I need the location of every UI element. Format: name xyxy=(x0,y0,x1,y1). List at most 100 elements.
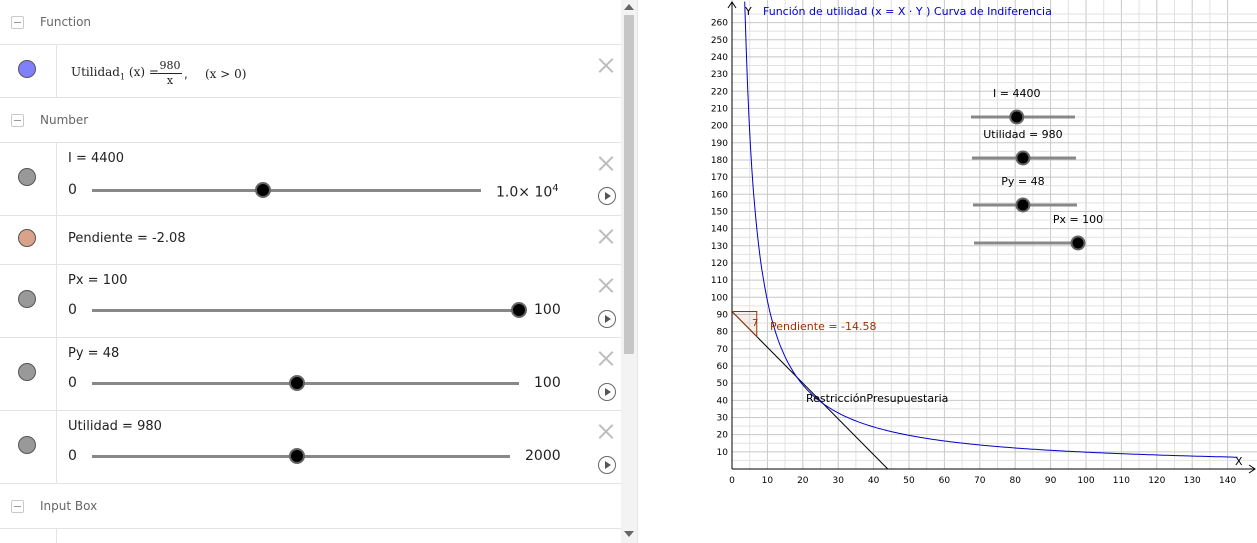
y-axis-arrow-icon xyxy=(727,1,737,9)
function-comma: , xyxy=(184,67,188,81)
slider-track[interactable] xyxy=(92,189,481,192)
row-margin xyxy=(56,529,57,543)
slider-label[interactable]: Px = 100 xyxy=(68,273,128,288)
delete-icon[interactable] xyxy=(596,421,616,441)
slope-label[interactable]: Pendiente = -14.58 xyxy=(770,320,877,333)
play-icon[interactable] xyxy=(598,456,616,474)
slider-knob[interactable] xyxy=(288,448,305,464)
y-tick-label: 90 xyxy=(717,310,729,320)
y-tick-label: 180 xyxy=(711,156,728,166)
graphics-slider-label[interactable]: Py = 48 xyxy=(1001,175,1044,188)
tick-labels: 0 10 20 30 40 50 60 70 80 90 100 110 120 130 140 10 20 30… xyxy=(711,19,1237,486)
slider-row-px[interactable]: Px = 100 0 100 xyxy=(0,265,621,338)
y-tick-label: 130 xyxy=(711,242,728,252)
axes xyxy=(727,1,1256,474)
view-divider[interactable] xyxy=(637,0,644,543)
x-tick-label: 80 xyxy=(1009,476,1021,486)
visibility-toggle-icon[interactable] xyxy=(18,363,36,381)
y-tick-label: 160 xyxy=(711,190,728,200)
delete-icon[interactable] xyxy=(596,55,616,75)
x-tick-label: 140 xyxy=(1219,476,1236,486)
function-label[interactable]: Función de utilidad (x = X · Y ) Curva d… xyxy=(763,5,1052,18)
scrollbar-thumb[interactable] xyxy=(624,15,634,354)
graphics-slider-knob[interactable] xyxy=(1070,235,1086,251)
scroll-up-icon[interactable] xyxy=(624,4,634,10)
slider-track[interactable] xyxy=(92,309,519,312)
graphics-view[interactable]: 0 10 20 30 40 50 60 70 80 90 100 110 120 130 140 10 20 30… xyxy=(643,0,1257,543)
x-tick-label: 50 xyxy=(903,476,915,486)
visibility-toggle-icon[interactable] xyxy=(18,290,36,308)
x-axis-arrow-icon xyxy=(1248,464,1256,474)
visibility-toggle-icon[interactable] xyxy=(18,229,36,247)
delete-icon[interactable] xyxy=(596,153,616,173)
function-arg: (x) = xyxy=(128,65,159,79)
y-tick-label: 260 xyxy=(711,19,728,29)
grid xyxy=(731,0,1257,469)
delete-icon[interactable] xyxy=(596,226,616,246)
x-tick-label: 130 xyxy=(1184,476,1201,486)
y-tick-label: 250 xyxy=(711,36,728,46)
budget-line[interactable] xyxy=(731,311,889,470)
graphics-slider-label[interactable]: I = 4400 xyxy=(993,87,1040,100)
visibility-toggle-icon[interactable] xyxy=(18,436,36,454)
algebra-scrollbar[interactable] xyxy=(621,0,637,543)
slider-knob[interactable] xyxy=(288,375,305,391)
slider-max: 2000 xyxy=(525,448,561,464)
x-axis-label: X xyxy=(1235,455,1243,468)
pendiente-row[interactable]: Pendiente = -2.08 xyxy=(0,216,621,265)
function-definition[interactable]: Utilidad1 (x) = xyxy=(71,65,159,81)
y-tick-label: 190 xyxy=(711,139,728,149)
collapse-toggle-icon[interactable] xyxy=(11,16,24,29)
slope-triangle-label: 7 xyxy=(752,318,758,329)
graphics-slider-knob[interactable] xyxy=(1015,197,1031,213)
slider-track[interactable] xyxy=(92,382,519,385)
slider-max-base: 1.0× 10 xyxy=(496,184,553,201)
slider-label[interactable]: Py = 48 xyxy=(68,346,120,361)
play-icon[interactable] xyxy=(598,383,616,401)
delete-icon[interactable] xyxy=(596,348,616,368)
slider-row-utilidad[interactable]: Utilidad = 980 0 2000 xyxy=(0,411,621,484)
graphics-slider-label[interactable]: Px = 100 xyxy=(1053,213,1103,226)
graphics-slider-knob[interactable] xyxy=(1009,109,1025,125)
row-margin xyxy=(0,143,57,215)
number-group-title: Number xyxy=(40,113,89,127)
number-group-header[interactable]: Number xyxy=(0,98,621,143)
function-row-utilidad[interactable]: Utilidad1 (x) = 980 x , (x > 0) xyxy=(0,45,621,98)
pendiente-value[interactable]: Pendiente = -2.08 xyxy=(68,231,186,246)
visibility-toggle-icon[interactable] xyxy=(18,60,36,78)
scroll-down-icon[interactable] xyxy=(624,531,634,537)
row-margin xyxy=(0,216,57,264)
y-tick-label: 20 xyxy=(717,431,729,441)
graphics-sliders[interactable]: I = 4400 Utilidad = 980 Py = 48 Px = 100 xyxy=(971,87,1103,251)
play-icon[interactable] xyxy=(598,187,616,205)
play-icon[interactable] xyxy=(598,310,616,328)
collapse-toggle-icon[interactable] xyxy=(11,500,24,513)
y-tick-label: 240 xyxy=(711,53,728,63)
y-tick-label: 230 xyxy=(711,70,728,80)
y-tick-label: 10 xyxy=(717,448,729,458)
visibility-toggle-icon[interactable] xyxy=(18,168,36,186)
row-margin xyxy=(0,338,57,410)
function-group-header[interactable]: Function xyxy=(0,0,621,45)
inputbox-group-title: Input Box xyxy=(40,499,98,513)
y-axis-label: Y xyxy=(744,5,752,18)
y-tick-label: 60 xyxy=(717,362,729,372)
slider-label[interactable]: Utilidad = 980 xyxy=(68,419,162,434)
x-tick-label: 30 xyxy=(832,476,844,486)
inputbox-group-header[interactable]: Input Box xyxy=(0,484,621,529)
slider-row-i[interactable]: I = 4400 0 1.0× 104 xyxy=(0,143,621,216)
budget-label[interactable]: RestricciónPresupuestaria xyxy=(806,392,948,405)
delete-icon[interactable] xyxy=(596,275,616,295)
y-tick-label: 200 xyxy=(711,122,728,132)
slider-label[interactable]: I = 4400 xyxy=(68,151,125,166)
x-tick-label: 20 xyxy=(797,476,809,486)
collapse-toggle-icon[interactable] xyxy=(11,114,24,127)
slider-knob[interactable] xyxy=(255,182,272,198)
graphics-slider-label[interactable]: Utilidad = 980 xyxy=(983,128,1062,141)
slider-row-py[interactable]: Py = 48 0 100 xyxy=(0,338,621,411)
slider-knob[interactable] xyxy=(511,302,527,318)
fraction-numerator: 980 xyxy=(158,59,182,74)
graphics-slider-knob[interactable] xyxy=(1015,150,1031,166)
indifference-curve[interactable] xyxy=(744,1,1238,458)
slope-triangle[interactable] xyxy=(730,311,758,338)
